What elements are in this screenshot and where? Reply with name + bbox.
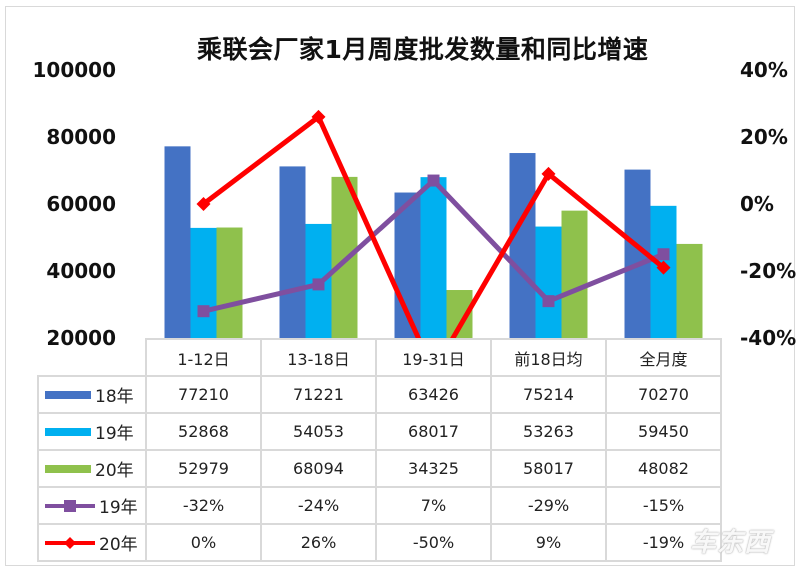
y-left-tick: 60000 bbox=[46, 192, 116, 216]
marker bbox=[312, 278, 325, 291]
bar bbox=[535, 226, 562, 338]
table-cell: 7% bbox=[375, 486, 492, 525]
legend-entry-19-line: 19年 bbox=[37, 486, 147, 525]
table-cell: 26% bbox=[260, 523, 377, 562]
bar bbox=[279, 166, 306, 338]
table-cell: 53263 bbox=[490, 412, 607, 451]
table-cell: 9% bbox=[490, 523, 607, 562]
table-cell: 52979 bbox=[145, 449, 262, 488]
bar-swatch-icon bbox=[45, 390, 91, 399]
category-header: 全月度 bbox=[605, 338, 722, 377]
table-cell: 75214 bbox=[490, 375, 607, 414]
y-left-tick: 40000 bbox=[46, 259, 116, 283]
y-right-tick: 20% bbox=[740, 125, 788, 149]
y-right-tick: 0% bbox=[740, 192, 774, 216]
table-cell: 48082 bbox=[605, 449, 722, 488]
bar bbox=[190, 227, 217, 338]
table-cell: -24% bbox=[260, 486, 377, 525]
marker bbox=[197, 305, 210, 318]
bar bbox=[420, 177, 447, 338]
marker bbox=[542, 295, 555, 308]
table-cell: 77210 bbox=[145, 375, 262, 414]
line-diamond-marker-icon bbox=[45, 536, 95, 549]
bar bbox=[216, 227, 243, 338]
table-cell: 34325 bbox=[375, 449, 492, 488]
table-cell: -32% bbox=[145, 486, 262, 525]
y-right-tick: 40% bbox=[740, 58, 788, 82]
table-row: 18年 77210 71221 63426 75214 70270 bbox=[37, 375, 722, 414]
y-left-tick: 100000 bbox=[32, 58, 117, 82]
category-header: 19-31日 bbox=[375, 338, 492, 377]
y-right-tick: -20% bbox=[740, 259, 797, 283]
marker bbox=[427, 174, 440, 187]
marker bbox=[656, 260, 671, 275]
table-cell: 68094 bbox=[260, 449, 377, 488]
table-cell: 71221 bbox=[260, 375, 377, 414]
legend-entry-19-bar: 19年 bbox=[37, 412, 147, 451]
table-row: 19年 52868 54053 68017 53263 59450 bbox=[37, 412, 722, 451]
line-square-marker-icon bbox=[45, 499, 95, 512]
bar-swatch-icon bbox=[45, 464, 91, 473]
table-row: 20年 52979 68094 34325 58017 48082 bbox=[37, 449, 722, 488]
line-series bbox=[201, 114, 666, 338]
category-header: 13-18日 bbox=[260, 338, 377, 377]
table-row: 19年 -32% -24% 7% -29% -15% bbox=[37, 486, 722, 525]
table-row: 20年 0% 26% -50% 9% -19% bbox=[37, 523, 722, 562]
table-cell: 54053 bbox=[260, 412, 377, 451]
bar-swatch-icon bbox=[45, 427, 91, 436]
legend-entry-20-line: 20年 bbox=[37, 523, 147, 562]
legend-entry-20-bar: 20年 bbox=[37, 449, 147, 488]
bar bbox=[676, 243, 703, 338]
table-cell: -19% bbox=[605, 523, 722, 562]
table-cell: 52868 bbox=[145, 412, 262, 451]
data-table: 1-12日 13-18日 19-31日 前18日均 全月度 18年 77210 … bbox=[37, 338, 722, 562]
y-left-tick: 80000 bbox=[46, 125, 116, 149]
table-cell: 58017 bbox=[490, 449, 607, 488]
marker bbox=[657, 248, 670, 261]
table-cell: 0% bbox=[145, 523, 262, 562]
category-header: 1-12日 bbox=[145, 338, 262, 377]
chart-title: 乘联会厂家1月周度批发数量和同比增速 bbox=[197, 35, 649, 64]
table-cell: 59450 bbox=[605, 412, 722, 451]
bar bbox=[331, 176, 358, 338]
legend-entry-18-bar: 18年 bbox=[37, 375, 147, 414]
bar bbox=[509, 153, 536, 338]
table-cell: -15% bbox=[605, 486, 722, 525]
table-cell: -29% bbox=[490, 486, 607, 525]
table-cell: 70270 bbox=[605, 375, 722, 414]
table-cell: -50% bbox=[375, 523, 492, 562]
marker bbox=[311, 109, 326, 124]
table-header-row: 1-12日 13-18日 19-31日 前18日均 全月度 bbox=[38, 338, 722, 377]
bar bbox=[561, 210, 588, 338]
table-cell: 68017 bbox=[375, 412, 492, 451]
marker bbox=[196, 197, 211, 211]
watermark-logo: 车东西 bbox=[690, 528, 772, 558]
bar bbox=[164, 146, 191, 338]
table-cell: 63426 bbox=[375, 375, 492, 414]
y-right-tick: -40% bbox=[740, 326, 797, 350]
category-header: 前18日均 bbox=[490, 338, 607, 377]
marker bbox=[541, 166, 556, 181]
